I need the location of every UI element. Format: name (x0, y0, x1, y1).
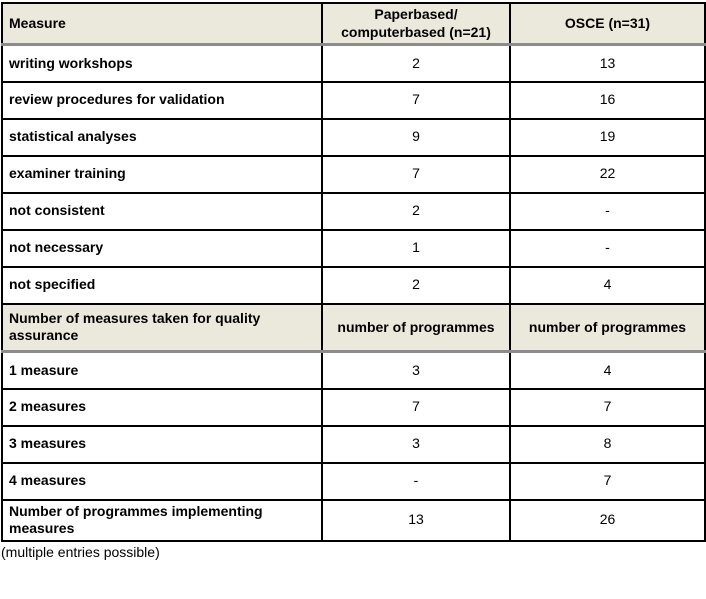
row-value-osce: 7 (509, 461, 706, 501)
row-value-osce: - (509, 191, 706, 231)
row-label: review procedures for validation (1, 80, 323, 120)
table-row: 3 measures 3 8 (1, 424, 706, 464)
header-cell-osce: OSCE (n=31) (509, 2, 706, 46)
row-label: writing workshops (1, 43, 323, 83)
table-row: writing workshops 2 13 (1, 43, 706, 83)
table-footnote: (multiple entries possible) (1, 543, 160, 560)
row-value-paper: 7 (321, 154, 511, 194)
row-value-paper: 7 (321, 387, 511, 427)
row-value-paper: 2 (321, 191, 511, 231)
row-value-osce: 22 (509, 154, 706, 194)
row-value-osce: 16 (509, 80, 706, 120)
header-cell-measure: Measure (1, 2, 323, 46)
header-cell-paperbased: Paperbased/ computerbased (n=21) (321, 2, 511, 46)
row-label: not specified (1, 265, 323, 305)
row-value-paper: 9 (321, 117, 511, 157)
row-value-paper: 2 (321, 43, 511, 83)
row-value-paper: 3 (321, 424, 511, 464)
quality-assurance-table: Measure Paperbased/ computerbased (n=21)… (1, 2, 706, 542)
row-value-osce: 19 (509, 117, 706, 157)
row-value-osce: 4 (509, 350, 706, 390)
row-value-osce: 8 (509, 424, 706, 464)
total-row: Number of programmes implementing measur… (1, 498, 706, 542)
table-row: not specified 2 4 (1, 265, 706, 305)
row-value-osce: 4 (509, 265, 706, 305)
row-value-osce: 13 (509, 43, 706, 83)
table-row: not necessary 1 - (1, 228, 706, 268)
row-value-paper: 2 (321, 265, 511, 305)
row-label: not consistent (1, 191, 323, 231)
table-row: 2 measures 7 7 (1, 387, 706, 427)
table-row: examiner training 7 22 (1, 154, 706, 194)
total-row-paper: 13 (321, 498, 511, 542)
table-row: not consistent 2 - (1, 191, 706, 231)
table-row: statistical analyses 9 19 (1, 117, 706, 157)
section-header-label: Number of measures taken for quality ass… (1, 302, 323, 353)
table-row: 4 measures - 7 (1, 461, 706, 501)
row-value-osce: - (509, 228, 706, 268)
row-label: 3 measures (1, 424, 323, 464)
row-value-paper: 7 (321, 80, 511, 120)
row-label: not necessary (1, 228, 323, 268)
total-row-label: Number of programmes implementing measur… (1, 498, 323, 542)
row-label: 2 measures (1, 387, 323, 427)
total-row-osce: 26 (509, 498, 706, 542)
row-value-paper: 3 (321, 350, 511, 390)
section-header-row: Number of measures taken for quality ass… (1, 302, 706, 353)
section-header-paper: number of programmes (321, 302, 511, 353)
row-label: 1 measure (1, 350, 323, 390)
row-label: examiner training (1, 154, 323, 194)
row-value-osce: 7 (509, 387, 706, 427)
table-row: 1 measure 3 4 (1, 350, 706, 390)
row-label: statistical analyses (1, 117, 323, 157)
row-value-paper: 1 (321, 228, 511, 268)
row-label: 4 measures (1, 461, 323, 501)
row-value-paper: - (321, 461, 511, 501)
table-header-row: Measure Paperbased/ computerbased (n=21)… (1, 2, 706, 46)
section-header-osce: number of programmes (509, 302, 706, 353)
table-row: review procedures for validation 7 16 (1, 80, 706, 120)
